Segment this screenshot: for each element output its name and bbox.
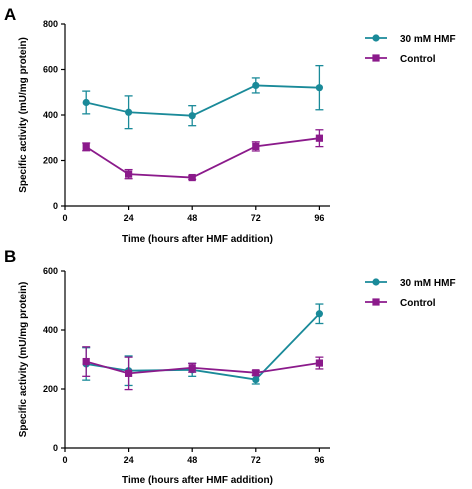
x-axis-label: Time (hours after HMF addition) [122,234,273,245]
series-line [85,84,320,117]
data-point [315,134,323,142]
x-tick-label: 0 [62,213,67,223]
data-point [315,84,323,92]
data-point [252,142,260,150]
y-tick-label: 400 [43,110,58,120]
legend-entry: Control [400,54,436,65]
data-point [125,170,133,178]
x-tick-label: 24 [124,213,134,223]
y-tick-label: 200 [43,156,58,166]
data-point [125,108,133,116]
y-axis-label: Specific activity (mU/mg protein) [18,37,29,193]
series-line [85,137,320,179]
x-tick-label: 96 [314,455,324,465]
legend-marker [372,34,380,42]
y-tick-label: 600 [43,65,58,75]
y-tick-label: 0 [53,443,58,453]
data-point [252,81,260,90]
legend-marker [372,278,380,286]
chart-panel-a: A 0 200 400 600 800 0 24 48 72 96 Time (hours after… [4,5,456,245]
series-line [86,313,321,381]
data-point [252,375,260,384]
data-point [315,310,323,318]
y-tick-label: 800 [43,19,58,29]
y-axis-label: Specific activity (mU/mg protein) [18,282,29,438]
y-tick-label: 400 [43,325,58,335]
data-point [125,369,133,377]
x-tick-label: 0 [62,455,67,465]
data-point [188,112,196,120]
data-point [82,143,90,151]
x-tick-label: 48 [187,213,197,223]
legend-entry: Control [400,298,436,309]
legend-entry: 30 mM HMF [400,278,456,289]
x-axis-label: Time (hours after HMF addition) [122,475,273,486]
x-tick-label: 72 [251,455,261,465]
x-tick-label: 48 [187,455,197,465]
x-tick-label: 24 [124,455,134,465]
panel-letter: A [4,5,16,24]
x-tick-label: 96 [314,213,324,223]
chart-panel-b: B 0 200 400 600 0 24 48 72 96 Time (hours after HM… [4,247,456,486]
legend-entry: 30 mM HMF [400,34,456,45]
data-point [82,357,90,366]
data-point [252,369,260,377]
data-point [188,173,196,182]
y-tick-label: 200 [43,384,58,394]
x-tick-label: 72 [251,213,261,223]
y-tick-label: 0 [53,201,58,211]
panel-letter: B [4,247,16,266]
data-point [315,359,323,367]
data-point [188,364,196,372]
data-point [82,98,90,107]
legend-marker [372,54,380,62]
y-tick-label: 600 [43,266,58,276]
legend-marker [372,298,380,306]
